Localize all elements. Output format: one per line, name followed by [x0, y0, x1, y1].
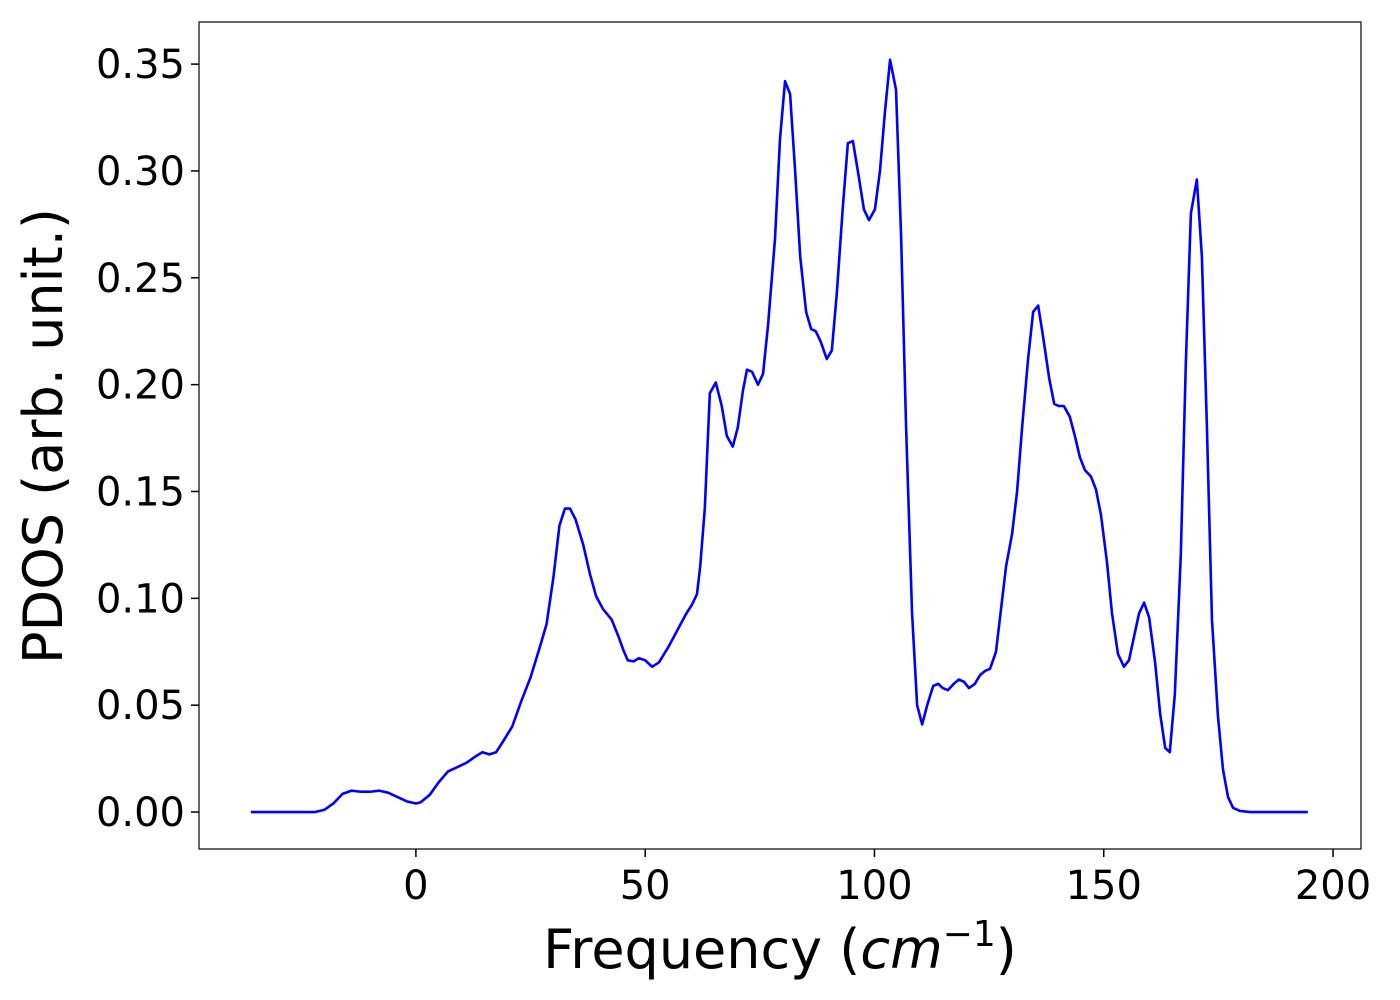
y-tick-label: 0.20 — [96, 363, 185, 409]
x-label-exponent: −1 — [943, 914, 996, 955]
x-label-suffix: ) — [996, 918, 1017, 981]
y-tick-label: 0.35 — [96, 42, 185, 88]
x-tick-label: 200 — [1295, 863, 1371, 909]
y-tick-label: 0.00 — [96, 790, 185, 836]
data-line — [250, 58, 1308, 814]
plot-frame — [198, 21, 1362, 850]
x-tick-label: 150 — [1066, 863, 1142, 909]
x-tick-label: 50 — [620, 863, 671, 909]
y-tick-label: 0.10 — [96, 576, 185, 622]
x-label-prefix: Frequency ( — [543, 918, 860, 981]
x-tick-label: 100 — [836, 863, 912, 909]
y-tick-label: 0.15 — [96, 469, 185, 515]
x-tick-label: 0 — [403, 863, 428, 909]
y-tick-label: 0.05 — [96, 683, 185, 729]
x-axis-label: Frequency (cm−1) — [543, 914, 1017, 981]
x-label-unit: cm — [860, 918, 942, 981]
y-tick-label: 0.30 — [96, 149, 185, 195]
y-axis-label: PDOS (arb. unit.) — [12, 208, 75, 664]
y-tick-label: 0.25 — [96, 256, 185, 302]
